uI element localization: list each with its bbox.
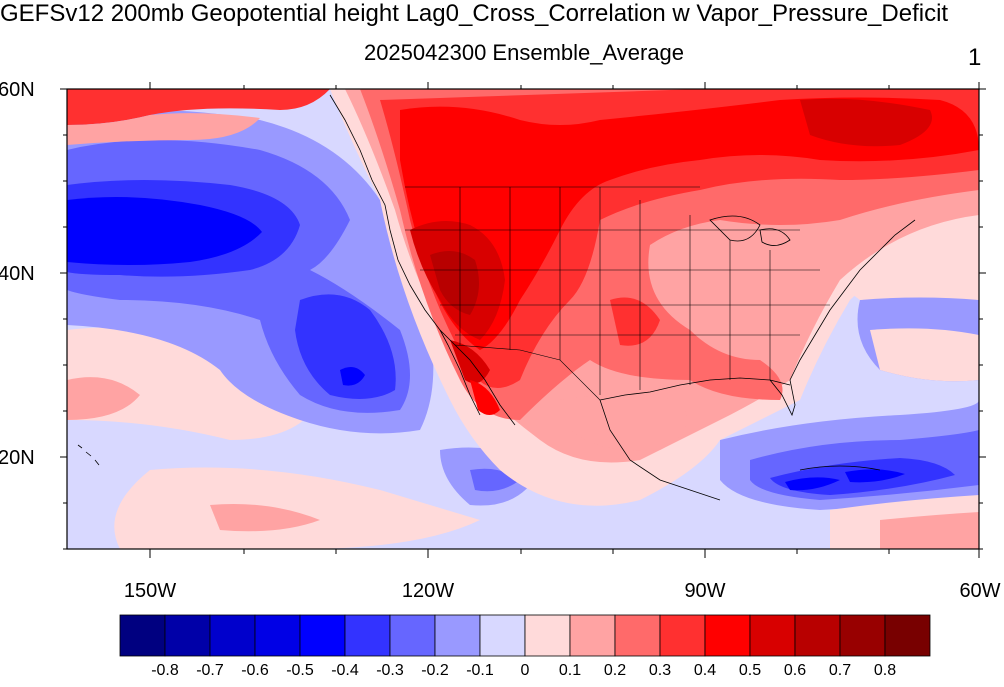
colorbar-label: 0.3	[649, 662, 671, 679]
colorbar-swatch	[794, 614, 841, 657]
colorbar-swatch	[299, 614, 346, 657]
colorbar-swatch	[434, 614, 481, 657]
colorbar-swatch	[254, 614, 301, 657]
lon-label-90w: 90W	[684, 580, 725, 602]
colorbar-swatch	[839, 614, 886, 657]
colorbar: -0.8 -0.7 -0.6 -0.5 -0.4 -0.3 -0.2 -0.1 0 0.1 0.2 0…	[119, 614, 931, 679]
colorbar-label: -0.1	[466, 662, 494, 679]
colorbar-label: 0	[521, 662, 530, 679]
panel-number: 1	[968, 44, 982, 71]
colorbar-label: -0.6	[241, 662, 269, 679]
colorbar-swatch	[119, 614, 166, 657]
colorbar-swatch	[164, 614, 211, 657]
lat-label-20n: 20N	[0, 447, 35, 469]
colorbar-label: 0.5	[739, 662, 761, 679]
colorbar-swatch	[524, 614, 571, 657]
colorbar-swatch	[614, 614, 661, 657]
lat-label-60n: 60N	[0, 79, 35, 101]
colorbar-swatch	[704, 614, 751, 657]
colorbar-swatch	[389, 614, 436, 657]
colorbar-label: -0.7	[196, 662, 224, 679]
colorbar-label: -0.5	[286, 662, 314, 679]
colorbar-label: 0.4	[694, 662, 716, 679]
colorbar-label: -0.8	[151, 662, 179, 679]
colorbar-label: 0.6	[784, 662, 806, 679]
colorbar-label: 0.8	[874, 662, 896, 679]
chart-subtitle: 2025042300 Ensemble_Average	[363, 40, 685, 65]
colorbar-label: -0.4	[331, 662, 359, 679]
colorbar-swatch	[884, 614, 931, 657]
colorbar-label: -0.2	[421, 662, 449, 679]
colorbar-swatch	[209, 614, 256, 657]
colorbar-swatch	[659, 614, 706, 657]
lon-label-60w: 60W	[959, 580, 1000, 602]
colorbar-swatch	[749, 614, 796, 657]
colorbar-swatch	[569, 614, 616, 657]
lon-label-150w: 150W	[124, 580, 176, 602]
colorbar-label: 0.7	[829, 662, 851, 679]
chart-title: GEFSv12 200mb Geopotential height Lag0_C…	[0, 0, 949, 27]
colorbar-label: 0.2	[604, 662, 626, 679]
lon-label-120w: 120W	[402, 580, 454, 602]
correlation-field	[67, 89, 979, 549]
state-boundaries	[405, 186, 830, 401]
colorbar-label: -0.3	[376, 662, 404, 679]
axis-ticks	[60, 82, 986, 558]
colorbar-label: 0.1	[559, 662, 581, 679]
lat-label-40n: 40N	[0, 263, 35, 285]
coastlines	[77, 94, 916, 501]
colorbar-swatch	[479, 614, 526, 657]
colorbar-swatch	[344, 614, 391, 657]
